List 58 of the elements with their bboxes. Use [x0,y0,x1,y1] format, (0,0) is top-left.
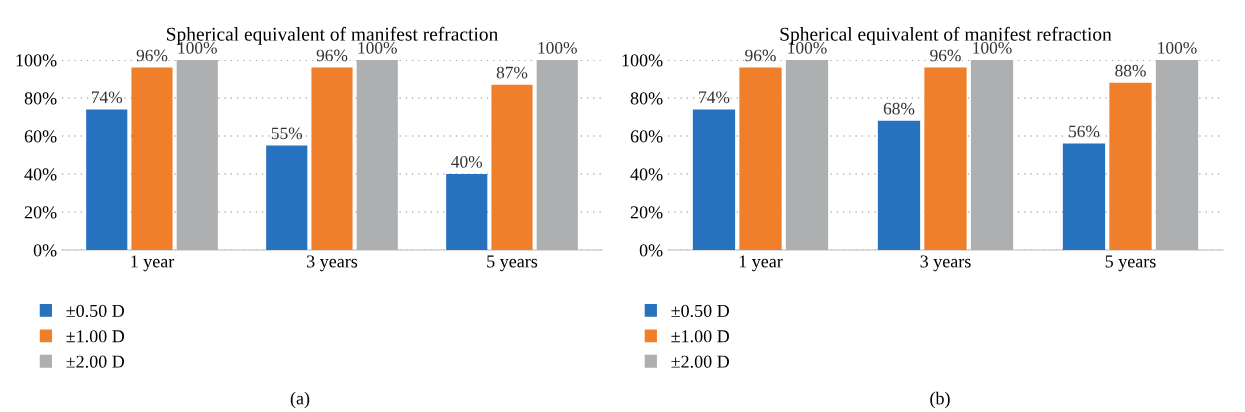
x-tick-label: 3 years [307,255,358,272]
data-label: 87% [496,66,528,79]
x-tick-label: 3 years [920,255,971,272]
bar [176,60,218,250]
legend-label: ±0.50 D [671,304,730,318]
bar [692,109,736,250]
bar [1109,82,1152,250]
y-tick-label: 100% [16,54,57,67]
bar [785,60,829,250]
bar [131,67,173,250]
data-label: 55% [271,127,303,140]
bar [356,60,398,250]
y-tick-label: 60% [630,130,663,143]
x-tick-label: 1 year [131,255,175,272]
bar [970,60,1014,250]
x-tick-label: 1 year [739,255,783,272]
legend-label: ±1.00 D [66,330,125,343]
y-tick-label: 0% [639,244,663,257]
y-tick-label: 80% [630,92,663,105]
x-tick-label: 5 years [1105,255,1156,272]
y-tick-label: 100% [622,54,663,67]
bar [877,120,921,250]
legend-label: ±1.00 D [671,330,730,343]
data-label: 74% [699,91,730,104]
text: (a) [290,391,310,409]
data-label: 96% [930,49,961,62]
bar [1155,60,1199,250]
data-label: 56% [1069,125,1100,138]
data-label: 100% [538,41,577,54]
y-tick-label: 40% [630,168,663,181]
text: (b) [930,391,950,409]
y-tick-label: 60% [24,130,57,143]
bar [491,84,533,250]
legend-label: ±2.00 D [671,355,730,368]
legend-label: ±2.00 D [66,355,125,368]
data-label: 96% [316,49,348,62]
data-label: 74% [91,91,123,104]
bar [86,109,128,250]
legend-label: ±0.50 D [66,304,125,318]
data-label: 68% [883,102,915,115]
bar [446,174,488,250]
bar [266,145,308,250]
bar [311,67,353,250]
bar [536,60,578,250]
data-label: 96% [745,49,776,62]
data-label: 88% [1115,64,1146,77]
y-tick-label: 0% [33,244,57,257]
bar [739,67,782,250]
data-label: 96% [136,49,168,62]
y-tick-label: 40% [24,168,57,181]
bar [1062,143,1106,250]
y-tick-label: 80% [24,92,57,105]
y-tick-label: 20% [24,206,57,219]
x-tick-label: 5 years [487,255,538,272]
data-label: 100% [1158,41,1197,54]
data-label: 40% [451,155,483,168]
bar [924,67,967,250]
y-tick-label: 20% [630,206,663,219]
